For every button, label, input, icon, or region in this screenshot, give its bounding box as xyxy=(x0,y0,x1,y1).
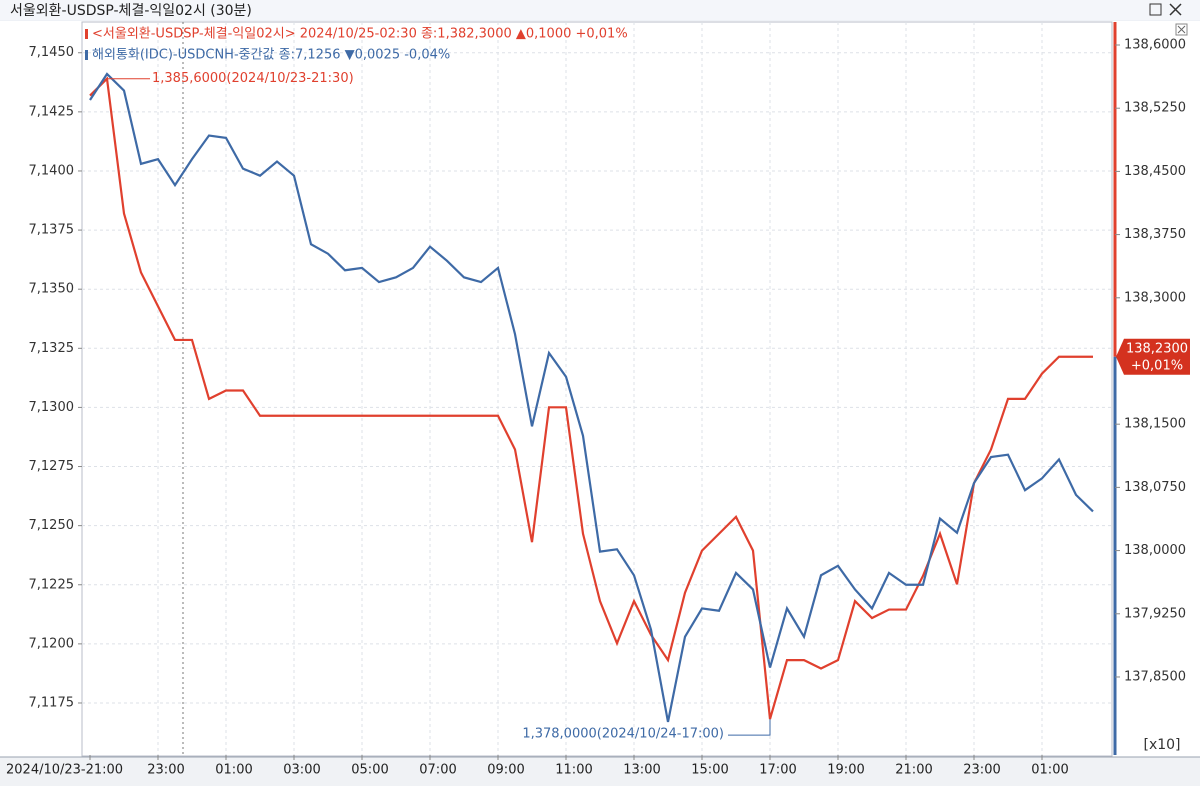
legend-close-icon xyxy=(1177,25,1186,34)
x-tick-label: 23:00 xyxy=(147,763,184,778)
y-tick-label: 7,1175 xyxy=(29,695,75,710)
plot-area xyxy=(81,21,1113,757)
y-tick-label: 7,1350 xyxy=(29,282,75,297)
legend-swatch xyxy=(85,50,88,60)
y-tick-label: 7,1300 xyxy=(29,400,75,415)
y-tick-label: 7,1375 xyxy=(29,223,75,238)
y-tick-label: 7,1250 xyxy=(29,518,75,533)
y-tick-label: 7,1200 xyxy=(29,636,75,651)
x-tick-label: 19:00 xyxy=(827,763,864,778)
x-tick-label: 07:00 xyxy=(419,763,456,778)
legend-entry: 해외통화(IDC)-USDCNH-중간값 종:7,1256 ▼0,0025 -0… xyxy=(92,48,450,63)
y2-tick-label: 138,5250 xyxy=(1124,101,1186,116)
y2-tick-label: 138,1500 xyxy=(1124,417,1186,432)
y2-tick-label: 138,6000 xyxy=(1124,38,1186,53)
y-tick-label: 7,1325 xyxy=(29,341,75,356)
x-tick-label: 2024/10/23-21:00 xyxy=(6,763,123,778)
last-change-label: +0,01% xyxy=(1131,358,1183,373)
last-value-label: 138,2300 xyxy=(1126,341,1188,356)
close-button[interactable] xyxy=(1169,3,1182,16)
y-tick-label: 7,1400 xyxy=(29,163,75,178)
window-title: 서울외환-USDSP-체결-익일02시 (30분) xyxy=(10,3,252,19)
x-tick-label: 17:00 xyxy=(759,763,796,778)
y2-tick-label: 137,8500 xyxy=(1124,669,1186,684)
x-tick-label: 13:00 xyxy=(623,763,660,778)
y2-tick-label: 138,3750 xyxy=(1124,227,1186,242)
y2-scale-label: [x10] xyxy=(1143,737,1180,753)
legend-swatch xyxy=(85,29,88,39)
series-line xyxy=(89,76,1093,720)
x-axis-strip xyxy=(0,757,1200,786)
x-tick-label: 05:00 xyxy=(351,763,388,778)
x-tick-label: 01:00 xyxy=(1031,763,1068,778)
y-tick-label: 7,1425 xyxy=(29,104,75,119)
x-tick-label: 21:00 xyxy=(895,763,932,778)
y-tick-label: 7,1275 xyxy=(29,459,75,474)
legend-entry: <서울외환-USDSP-체결-익일02시> 2024/10/25-02:30 종… xyxy=(92,27,628,42)
x-tick-label: 09:00 xyxy=(487,763,524,778)
x-tick-label: 23:00 xyxy=(963,763,1000,778)
annotation: 1,378,0000(2024/10/24-17:00) xyxy=(522,727,724,742)
y-tick-label: 7,1225 xyxy=(29,577,75,592)
x-tick-label: 11:00 xyxy=(555,763,592,778)
y2-tick-label: 138,0750 xyxy=(1124,480,1186,495)
x-tick-label: 03:00 xyxy=(283,763,320,778)
last-value-badge xyxy=(1116,338,1190,375)
y2-tick-label: 138,0000 xyxy=(1124,543,1186,558)
series-line xyxy=(89,72,1094,723)
x-tick-label: 15:00 xyxy=(691,763,728,778)
annotation: 1,385,6000(2024/10/23-21:30) xyxy=(152,71,354,86)
annotation-leader xyxy=(728,719,771,736)
x-tick-label: 01:00 xyxy=(215,763,252,778)
y-tick-label: 7,1450 xyxy=(29,45,75,60)
maximize-button[interactable] xyxy=(1149,3,1162,16)
title-bar xyxy=(0,0,1200,20)
y2-tick-label: 137,9250 xyxy=(1124,606,1186,621)
y2-tick-label: 138,3000 xyxy=(1124,290,1186,305)
y2-tick-label: 138,4500 xyxy=(1124,164,1186,179)
